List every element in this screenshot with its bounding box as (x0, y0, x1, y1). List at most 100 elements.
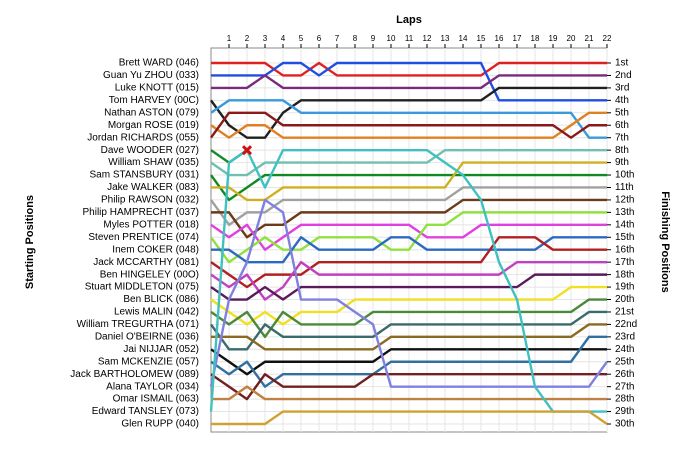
driver-line (210, 186, 607, 227)
y-tick-label: 22nd (615, 319, 637, 330)
x-tick-label: 19 (549, 34, 558, 43)
y-tick-label: 27th (615, 381, 634, 392)
crash-mark (241, 145, 253, 156)
driver-line (210, 173, 607, 202)
driver-line (209, 148, 607, 413)
driver-label: Inem COKER (048) (112, 244, 199, 255)
driver-line (210, 260, 607, 301)
driver-label: Jordan RICHARDS (055) (87, 132, 199, 143)
driver-label: Steven PRENTICE (074) (88, 232, 199, 243)
driver-label: Sam MCKENZIE (057) (98, 356, 199, 367)
x-tick-label: 2 (245, 34, 250, 43)
driver-line (210, 111, 607, 139)
driver-line (210, 273, 607, 301)
y-tick-label: 6th (615, 120, 629, 131)
chart-title: Laps (396, 14, 422, 26)
driver-label: Jake WALKER (083) (107, 182, 199, 193)
driver-label: William SHAW (035) (108, 157, 199, 168)
x-tick-label: 11 (405, 34, 414, 43)
x-tick-label: 6 (317, 34, 322, 43)
y-tick-label: 20th (615, 294, 634, 305)
driver-label: Nathan ASTON (079) (104, 107, 199, 118)
y-tick-label: 13th (615, 207, 634, 218)
driver-label: Guan Yu ZHOU (033) (103, 70, 199, 81)
driver-label: Myles POTTER (018) (103, 219, 199, 230)
y-tick-label: 8th (615, 145, 629, 156)
y-tick-label: 3rd (615, 83, 629, 94)
x-tick-label: 14 (459, 34, 468, 43)
x-tick-label: 3 (263, 34, 268, 43)
y-tick-label: 9th (615, 157, 629, 168)
y-tick-label: 19th (615, 282, 634, 293)
driver-line (211, 385, 607, 401)
driver-line (210, 211, 607, 264)
x-tick-label: 5 (299, 34, 304, 43)
driver-line (211, 198, 607, 239)
driver-line (210, 99, 607, 139)
x-tick-label: 1 (227, 34, 232, 43)
driver-label: Tom HARVEY (00C) (109, 95, 199, 106)
driver-label: Ben BLICK (086) (123, 294, 199, 305)
driver-line (210, 223, 607, 251)
driver-label: Philip RAWSON (032) (101, 195, 199, 206)
y-tick-label: 12th (615, 195, 634, 206)
driver-label: Glen RUPP (040) (121, 419, 199, 430)
x-tick-label: 17 (513, 34, 522, 43)
y-tick-label: 29th (615, 406, 634, 417)
driver-label: William TREGURTHA (071) (77, 319, 199, 330)
driver-label: Morgan ROSE (019) (108, 120, 199, 131)
x-tick-label: 20 (567, 34, 576, 43)
driver-line (210, 335, 607, 388)
y-tick-label: 17th (615, 257, 634, 268)
y-tick-label: 2nd (615, 70, 632, 81)
driver-label: Omar ISMAIL (063) (113, 394, 199, 405)
driver-line (210, 111, 607, 139)
driver-label: Lewis MALIN (042) (114, 307, 199, 318)
y-tick-label: 28th (615, 394, 634, 405)
driver-label: Sam STANSBURY (031) (90, 170, 199, 181)
y-tick-label: 10th (615, 170, 634, 181)
y-tick-label: 23rd (615, 332, 635, 343)
driver-line (210, 373, 607, 401)
y-tick-label: 16th (615, 244, 634, 255)
x-tick-label: 13 (441, 34, 450, 43)
x-tick-label: 9 (371, 34, 376, 43)
y-tick-label: 7th (615, 132, 629, 143)
driver-line (211, 323, 607, 351)
x-tick-label: 22 (603, 34, 612, 43)
driver-label: Dave WOODER (027) (101, 145, 199, 156)
driver-line (210, 348, 607, 376)
y-tick-label: 1st (615, 58, 629, 69)
driver-label: Ben HINGELEY (00O) (100, 269, 199, 280)
driver-line (210, 236, 607, 289)
x-tick-label: 8 (353, 34, 358, 43)
driver-line (211, 61, 607, 102)
x-tick-label: 12 (423, 34, 432, 43)
y-tick-label: 24th (615, 344, 634, 355)
driver-label: Luke KNOTT (015) (115, 83, 199, 94)
driver-label: Alana TAYLOR (034) (106, 381, 199, 392)
x-tick-label: 10 (387, 34, 396, 43)
driver-label: Edward TANSLEY (073) (92, 406, 199, 417)
x-tick-label: 4 (281, 34, 286, 43)
x-tick-label: 15 (477, 34, 486, 43)
y-tick-label: 11th (615, 182, 634, 193)
y-axis-title-right: Finishing Positions (659, 191, 671, 292)
driver-line (210, 310, 607, 351)
y-tick-label: 5th (615, 107, 629, 118)
y-axis-title-left: Starting Positions (24, 195, 36, 289)
driver-line (210, 298, 607, 339)
driver-label: Brett WARD (046) (119, 58, 199, 69)
x-tick-label: 16 (495, 34, 504, 43)
driver-line (211, 236, 607, 264)
driver-label: Jack MCCARTHY (081) (93, 257, 199, 268)
y-tick-label: 14th (615, 219, 634, 230)
x-tick-label: 7 (335, 34, 340, 43)
driver-line (211, 61, 607, 77)
driver-line (211, 74, 607, 90)
driver-label: Jack BARTHOLOMEW (089) (70, 369, 199, 380)
driver-line (211, 410, 608, 426)
driver-label: Philip HAMPRECHT (037) (82, 207, 199, 218)
x-tick-label: 18 (531, 34, 540, 43)
